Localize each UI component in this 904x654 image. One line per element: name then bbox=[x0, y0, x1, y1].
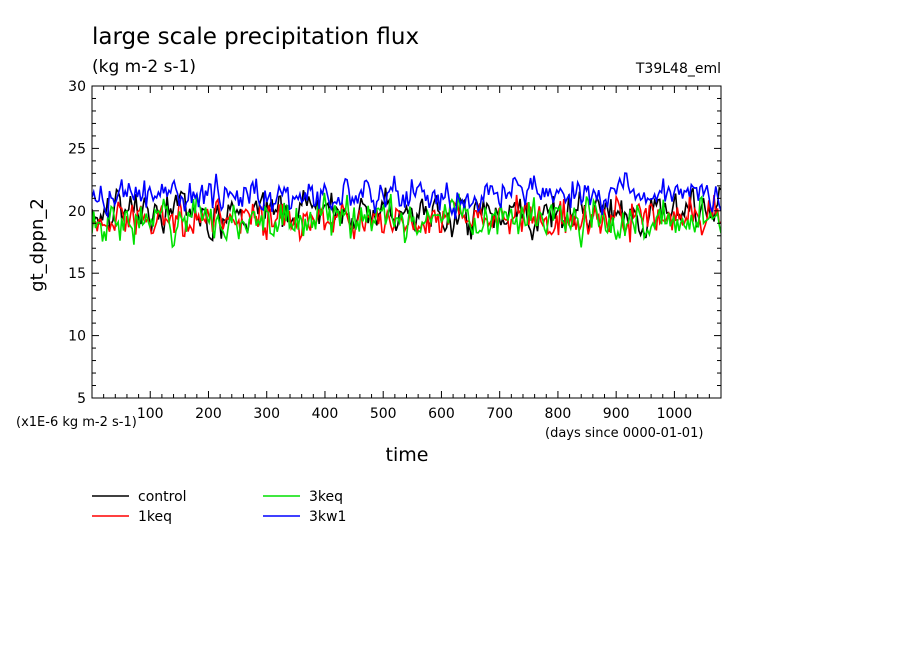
chart-subtitle: (kg m-2 s-1) bbox=[92, 57, 197, 77]
x-tick-label: 400 bbox=[312, 406, 339, 422]
x-tick-label: 200 bbox=[195, 406, 222, 422]
x-tick-label: 700 bbox=[486, 406, 513, 422]
series-line-3kw1 bbox=[92, 172, 721, 220]
y-tick-label: 20 bbox=[68, 204, 86, 220]
series-line-3keq bbox=[92, 192, 721, 249]
legend: control 1keq 3keq 3kw1 bbox=[92, 489, 346, 525]
series-layer bbox=[92, 172, 721, 249]
legend-label-3kw1: 3kw1 bbox=[309, 509, 346, 525]
x-tick-label: 900 bbox=[603, 406, 630, 422]
y-tick-label: 30 bbox=[68, 79, 86, 95]
chart-title: large scale precipitation flux bbox=[92, 24, 420, 50]
y-tick-label: 10 bbox=[68, 329, 86, 345]
plot-frame bbox=[91, 85, 722, 399]
x-tick-label: 500 bbox=[370, 406, 397, 422]
x-tick-label: 1000 bbox=[657, 406, 693, 422]
y-tick-label: 5 bbox=[77, 391, 86, 407]
y-unit-note: (x1E-6 kg m-2 s-1) bbox=[16, 415, 137, 430]
legend-label-1keq: 1keq bbox=[138, 509, 172, 525]
x-tick-label: 800 bbox=[545, 406, 572, 422]
legend-label-3keq: 3keq bbox=[309, 489, 343, 505]
legend-label-control: control bbox=[138, 489, 187, 505]
y-tick-label: 15 bbox=[68, 266, 86, 282]
axis-layer: 100 200 300 400 500 600 700 800 900 1000 5 10 15 20 25… bbox=[68, 79, 722, 422]
series-line-1keq bbox=[92, 193, 721, 243]
x-unit-note: (days since 0000-01-01) bbox=[545, 426, 704, 441]
x-axis-label: time bbox=[385, 444, 429, 466]
x-tick-label: 300 bbox=[253, 406, 280, 422]
x-tick-label: 100 bbox=[137, 406, 164, 422]
y-tick-label: 25 bbox=[68, 141, 86, 157]
x-tick-label: 600 bbox=[428, 406, 455, 422]
run-annotation: T39L48_eml bbox=[635, 61, 721, 77]
